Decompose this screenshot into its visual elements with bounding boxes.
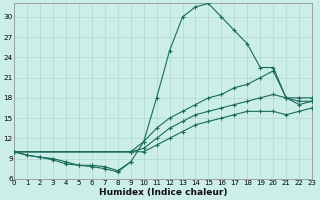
X-axis label: Humidex (Indice chaleur): Humidex (Indice chaleur)	[99, 188, 227, 197]
